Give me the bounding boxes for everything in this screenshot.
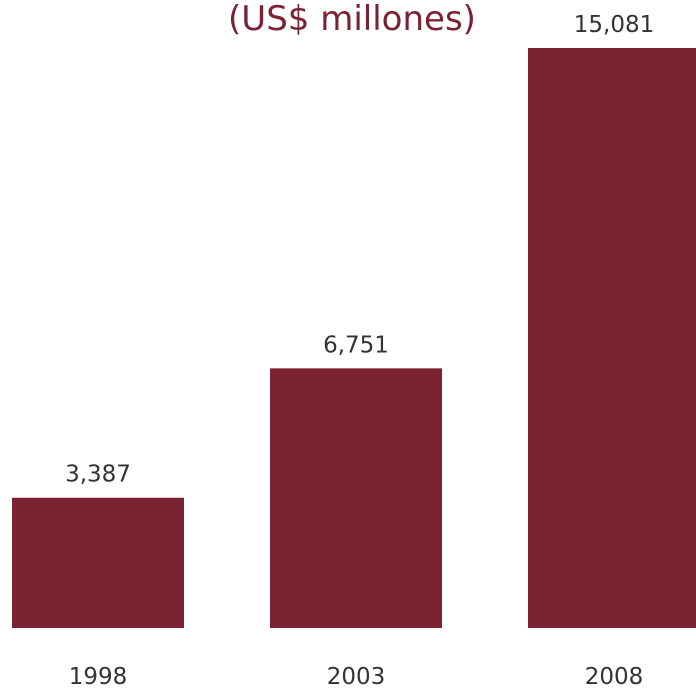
- value-label-2008: 15,081: [574, 12, 654, 38]
- bar-2003: [270, 368, 442, 628]
- value-label-1998: 3,387: [65, 462, 131, 488]
- x-tick-labels-group: 1998 2003 2008: [69, 664, 644, 690]
- x-tick-label-2008: 2008: [585, 664, 644, 690]
- bar-2008: [528, 48, 696, 628]
- x-tick-label-1998: 1998: [69, 664, 128, 690]
- bars-group: [12, 48, 696, 628]
- x-tick-label-2003: 2003: [327, 664, 386, 690]
- value-label-2003: 6,751: [323, 332, 389, 358]
- value-labels-group: 3,387 6,751 15,081: [65, 12, 654, 488]
- bar-1998: [12, 497, 184, 628]
- chart-title: (US$ millones): [228, 0, 476, 39]
